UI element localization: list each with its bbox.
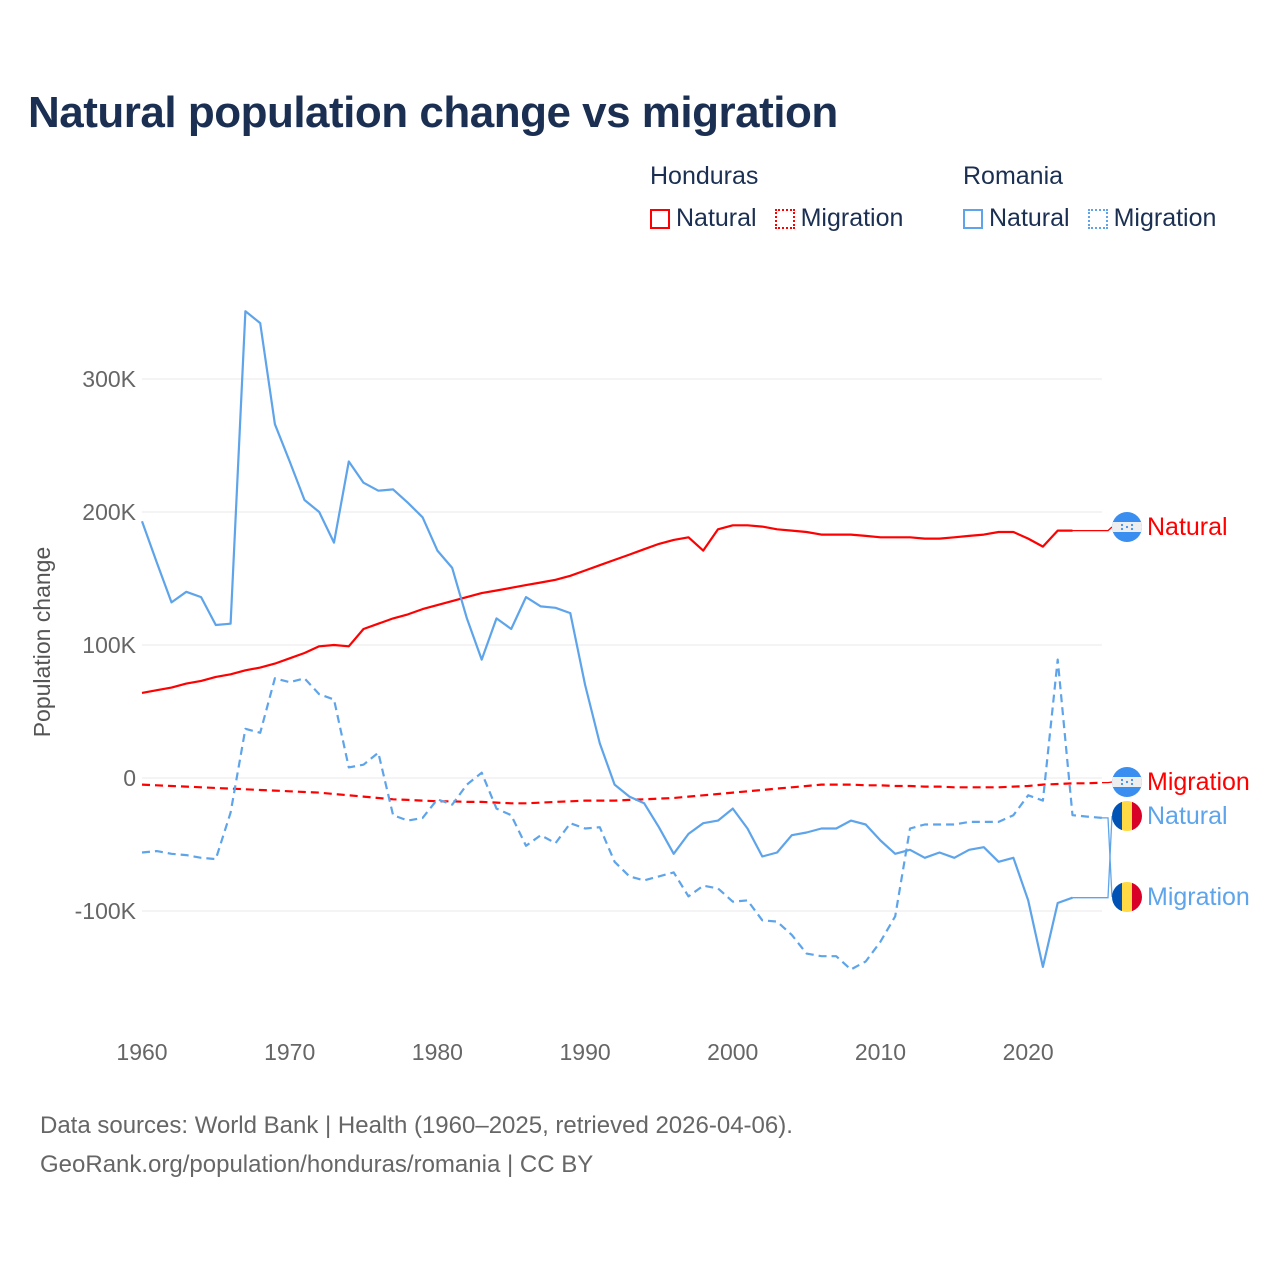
romania-flag-icon [1112, 882, 1142, 912]
x-tick-label: 1960 [116, 1039, 167, 1065]
legend-item-romania-migration[interactable]: Migration [1087, 204, 1217, 233]
footer-sources: Data sources: World Bank | Health (1960–… [40, 1112, 793, 1139]
flag-star [1120, 778, 1124, 782]
flag-star [1125, 780, 1129, 784]
footer-attribution: GeoRank.org/population/honduras/romania … [40, 1151, 594, 1178]
footer: Data sources: World Bank | Health (1960–… [40, 1106, 793, 1184]
flag-clip [1112, 767, 1142, 797]
flag-clip [1112, 512, 1142, 542]
end-label: Migration [1147, 883, 1250, 911]
y-tick-label: 100K [82, 632, 136, 658]
flag-star [1130, 523, 1134, 527]
legend-label: Natural [676, 204, 757, 232]
legend-group-romania: Romania [963, 162, 1064, 190]
y-axis-label: Population change [29, 547, 55, 738]
y-tick-label: 300K [82, 366, 136, 392]
legend-item-romania-natural[interactable]: Natural [963, 204, 1070, 233]
end-label: Natural [1147, 513, 1228, 541]
legend-label: Migration [800, 204, 904, 232]
flag-stripe [1132, 801, 1142, 831]
leader-line [1072, 526, 1113, 532]
series-line-honduras-natural [141, 524, 1073, 694]
x-tick-label: 1980 [412, 1039, 463, 1065]
flag-stripe [1112, 882, 1122, 912]
series-line-romania-migration [141, 658, 1103, 971]
end-label: Natural [1147, 802, 1228, 830]
x-tick-label: 2020 [1003, 1039, 1054, 1065]
legend-label: Migration [1113, 204, 1217, 232]
solid-swatch-icon [650, 208, 670, 229]
flag-star [1130, 782, 1134, 786]
legend-label: Natural [989, 204, 1070, 232]
chart-title: Natural population change vs migration [28, 88, 838, 137]
dotted-swatch-icon [1087, 208, 1108, 229]
legend-romania-items: Natural Migration [963, 204, 1234, 233]
flag-clip [1112, 801, 1142, 831]
flag-star [1120, 523, 1124, 527]
x-tick-label: 2000 [707, 1039, 758, 1065]
legend-group-honduras: Honduras [650, 162, 759, 190]
leader-line [1102, 817, 1113, 898]
honduras-flag-icon [1112, 767, 1142, 797]
series-line-romania-natural [140, 310, 1073, 968]
y-tick-label: 200K [82, 499, 136, 525]
flag-stripe [1132, 882, 1142, 912]
end-label: Migration [1147, 768, 1250, 796]
legend-item-honduras-natural[interactable]: Natural [650, 204, 757, 233]
flag-star [1120, 527, 1124, 531]
x-tick-label: 1970 [264, 1039, 315, 1065]
legend-honduras-items: Natural Migration [650, 204, 921, 233]
flag-star [1130, 778, 1134, 782]
flag-stripe [1122, 801, 1132, 831]
dotted-swatch-icon [774, 208, 795, 229]
solid-swatch-icon [963, 208, 983, 229]
x-tick-label: 2010 [855, 1039, 906, 1065]
leader-line [1102, 781, 1113, 784]
y-tick-label: 0 [123, 765, 136, 791]
flag-stripe [1112, 801, 1122, 831]
flag-star [1120, 782, 1124, 786]
honduras-flag-icon [1112, 512, 1142, 542]
flag-star [1130, 527, 1134, 531]
flag-clip [1112, 882, 1142, 912]
x-tick-label: 1990 [559, 1039, 610, 1065]
y-tick-label: -100K [75, 898, 137, 924]
legend-item-honduras-migration[interactable]: Migration [774, 204, 904, 233]
flag-stripe [1122, 882, 1132, 912]
romania-flag-icon [1112, 801, 1142, 831]
series-line-honduras-migration [141, 781, 1103, 805]
leader-line [1072, 815, 1113, 899]
flag-star [1125, 525, 1129, 529]
